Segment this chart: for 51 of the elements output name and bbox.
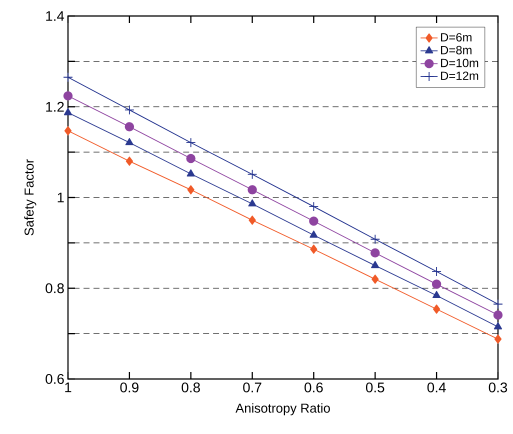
point [64, 108, 72, 116]
y-tick-label: 1.4 [46, 11, 64, 21]
point [186, 169, 195, 176]
x-tick-label: 0.7 [243, 382, 262, 392]
point [493, 299, 503, 310]
point [432, 290, 441, 298]
point [64, 126, 72, 136]
point [371, 260, 380, 268]
x-tick-label: 0.4 [427, 382, 446, 392]
point [248, 216, 256, 225]
point [63, 72, 73, 82]
legend-label: D=10m [441, 58, 478, 68]
point [186, 138, 196, 148]
point [494, 322, 502, 330]
point [248, 185, 257, 194]
point [63, 91, 73, 100]
x-tick-label: 0.3 [488, 382, 508, 392]
point [372, 274, 379, 284]
point [126, 156, 134, 166]
legend-label: D=12m [441, 72, 478, 80]
point [370, 248, 380, 258]
point [310, 230, 318, 238]
x-tick-label: 1 [65, 382, 72, 392]
point [186, 154, 196, 164]
point [124, 122, 134, 132]
y-tick-label: 0.6 [46, 374, 64, 384]
point [493, 310, 503, 320]
x-tick-label: 0.6 [304, 382, 323, 392]
x-tick-label: 0.5 [366, 382, 384, 392]
point [124, 104, 134, 115]
y-tick-label: 1 [58, 192, 64, 202]
x-tick-label: 0.9 [120, 382, 138, 392]
point [187, 185, 194, 194]
legend-label: D=6m [441, 33, 472, 42]
point [125, 138, 134, 146]
point [432, 304, 440, 314]
point [309, 216, 318, 226]
point [248, 199, 256, 206]
point [370, 234, 380, 244]
x-axis-title: Anisotropy Ratio [236, 403, 330, 416]
point [310, 244, 318, 254]
point [247, 169, 258, 180]
point [432, 266, 442, 276]
y-axis-title: Safety Factor [24, 159, 36, 236]
x-tick-label: 0.8 [182, 382, 200, 392]
point [308, 202, 319, 212]
point [494, 334, 502, 344]
y-tick-label: 1.2 [46, 102, 64, 112]
legend-label: D=8m [441, 46, 472, 54]
point [432, 280, 442, 289]
y-tick-label: 0.8 [46, 283, 64, 294]
